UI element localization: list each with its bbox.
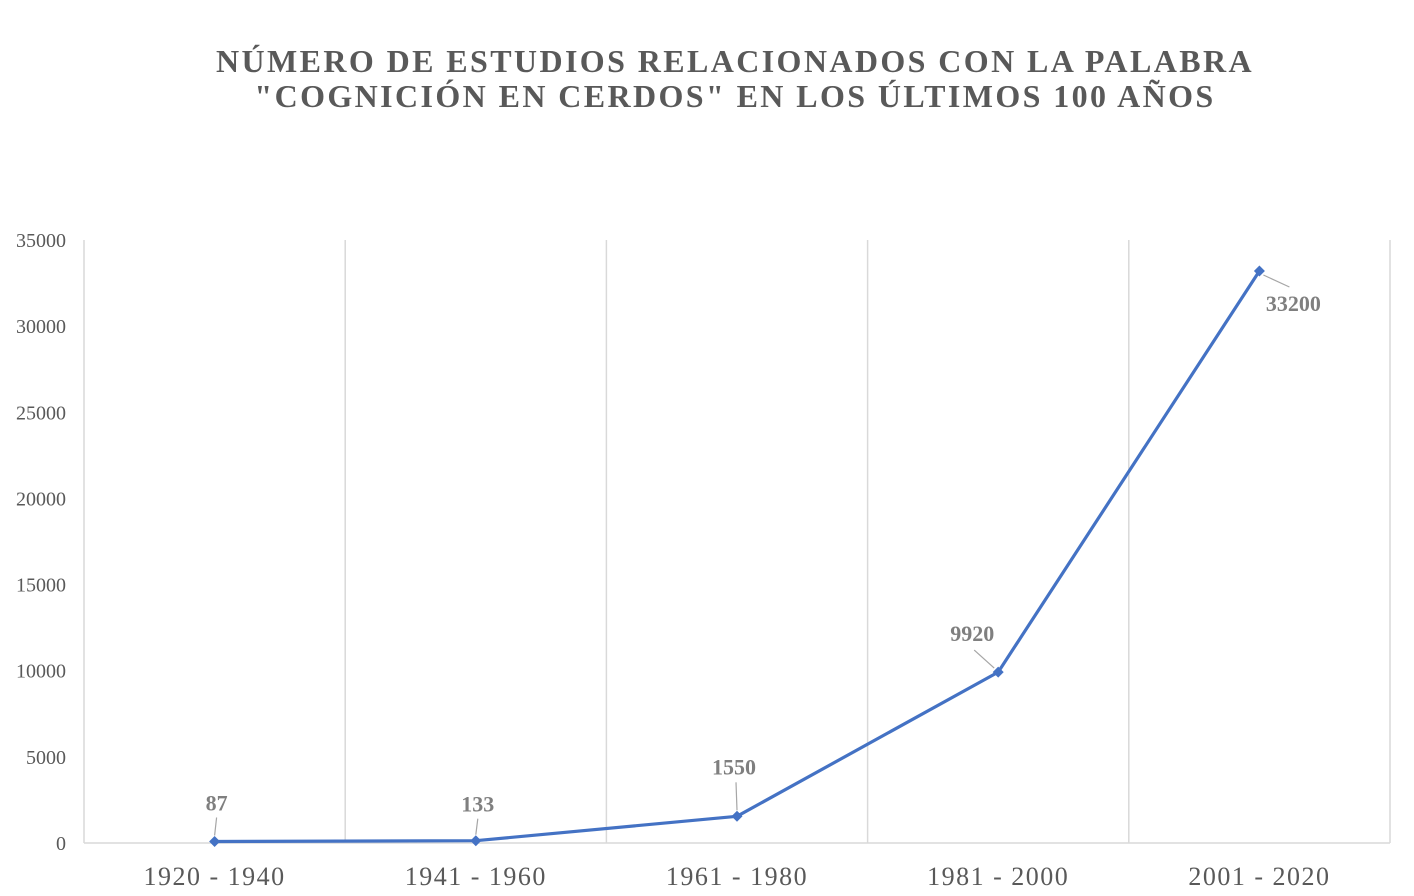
chart-title-line-1: NÚMERO DE ESTUDIOS RELACIONADOS CON LA P… xyxy=(216,43,1254,79)
x-axis: 1920 - 1940 1941 - 1960 1961 - 1980 1981 - … xyxy=(144,862,1330,891)
y-tick-label: 20000 xyxy=(16,488,66,510)
x-tick-label: 1941 - 1960 xyxy=(405,862,547,891)
data-point-marker xyxy=(209,836,221,848)
chart-title: NÚMERO DE ESTUDIOS RELACIONADOS CON LA P… xyxy=(216,43,1254,114)
y-tick-label: 10000 xyxy=(16,661,66,683)
data-label: 133 xyxy=(461,792,494,817)
y-tick-label: 30000 xyxy=(16,316,66,338)
y-tick-label: 5000 xyxy=(26,747,66,769)
data-label-leader-line xyxy=(214,817,218,836)
x-tick-label: 2001 - 2020 xyxy=(1188,862,1330,891)
data-labels: 87 133 1550 9920 33200 xyxy=(206,274,1321,836)
chart-title-line-2: "COGNICIÓN EN CERDOS" EN LOS ÚLTIMOS 100… xyxy=(254,78,1215,114)
series xyxy=(209,265,1265,848)
y-tick-label: 15000 xyxy=(16,575,66,597)
data-point-marker xyxy=(992,666,1004,678)
data-point-marker xyxy=(1253,265,1265,277)
data-label: 1550 xyxy=(712,754,756,779)
data-label-leader-line xyxy=(735,782,738,811)
data-point-marker xyxy=(731,810,743,822)
data-label-leader-line xyxy=(973,649,995,669)
data-label-leader-line xyxy=(475,818,479,835)
data-label: 9920 xyxy=(950,621,994,646)
y-tick-label: 25000 xyxy=(16,402,66,424)
y-tick-label: 35000 xyxy=(16,230,66,252)
grid xyxy=(83,240,1391,844)
x-tick-label: 1981 - 2000 xyxy=(927,862,1069,891)
x-tick-label: 1961 - 1980 xyxy=(666,862,808,891)
x-tick-label: 1920 - 1940 xyxy=(144,862,286,891)
data-point-marker xyxy=(470,835,482,847)
y-tick-label: 0 xyxy=(56,833,66,855)
data-label: 33200 xyxy=(1266,291,1321,316)
data-label: 87 xyxy=(206,791,228,816)
data-label-leader-line xyxy=(1263,274,1290,288)
y-axis: 0 5000 10000 15000 20000 25000 30000 35000 xyxy=(16,230,66,855)
